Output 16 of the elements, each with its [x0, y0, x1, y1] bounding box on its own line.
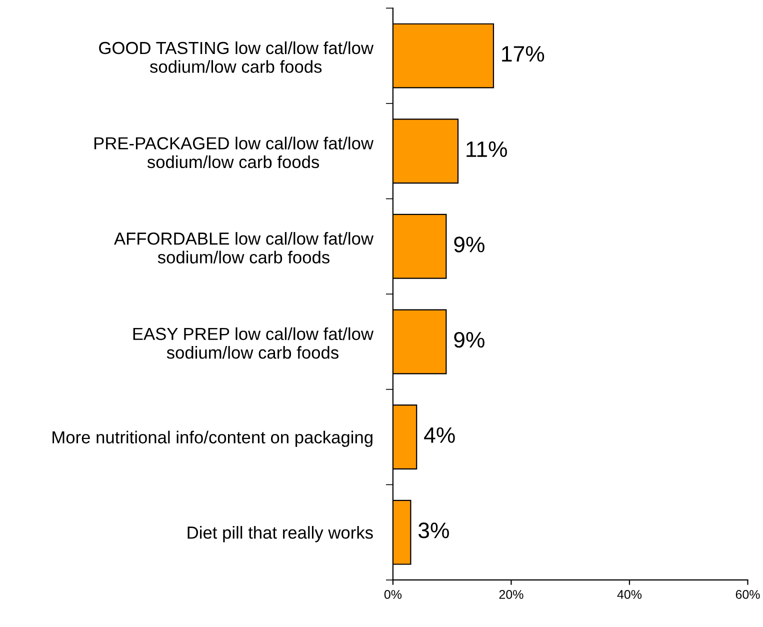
y-tick-label: Diet pill that really works [188, 526, 373, 542]
x-tick-label: 20% [499, 590, 524, 599]
data-label: 3% [418, 522, 449, 538]
data-label: 4% [424, 427, 455, 443]
x-tick-label: 40% [617, 590, 642, 599]
y-tick-label: More nutritional info/content on packaging [52, 430, 372, 447]
y-tick-label: PRE-PACKAGED low cal/low fat/low sodium/low carb foods [94, 136, 374, 168]
y-tick-label: AFFORDABLE low cal/low fat/low sodium/low carb foods [114, 232, 374, 264]
x-tick-label: 60% [736, 590, 760, 599]
data-label: 9% [454, 332, 484, 348]
data-label: 11% [466, 141, 507, 157]
y-tick-label: GOOD TASTING low cal/low fat/low sodium/low carb foods [99, 41, 374, 73]
x-tick-label: 0% [384, 590, 402, 599]
y-tick-label: EASY PREP low cal/low fat/low sodium/low carb foods [133, 327, 374, 359]
data-label: 9% [454, 236, 484, 252]
data-label: 17% [502, 46, 544, 62]
